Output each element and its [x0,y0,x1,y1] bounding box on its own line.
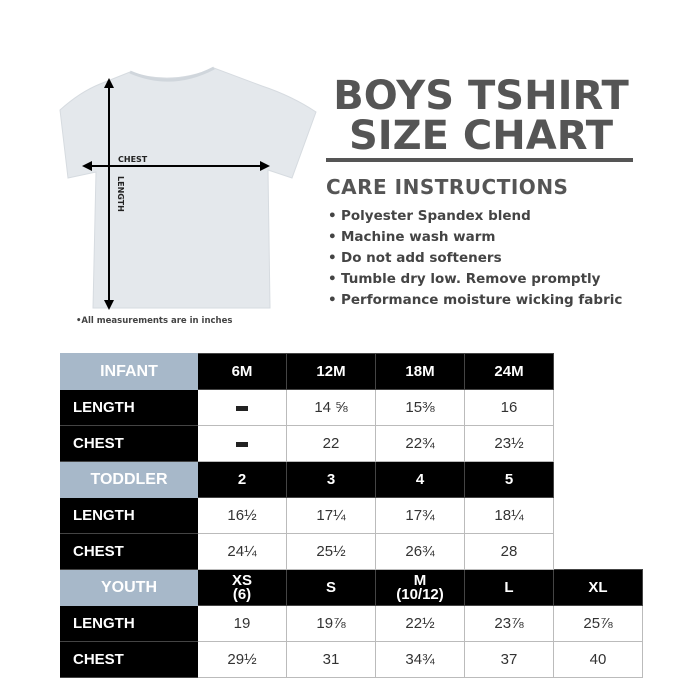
row-label: LENGTH [60,389,198,426]
care-item: • Polyester Spandex blend [328,206,622,227]
page-title: BOYS TSHIRT SIZE CHART [326,76,636,156]
measurement-cell [197,425,287,462]
measurement-cell: 28 [464,533,554,570]
row-label: CHEST [60,533,198,570]
row-label: CHEST [60,425,198,462]
table-row: LENGTH 14 ⅝ 15⅜ 16 [60,389,643,426]
size-header: S [286,569,376,606]
measurement-cell: 34¾ [375,641,465,678]
row-label: LENGTH [60,605,198,642]
row-label: LENGTH [60,497,198,534]
tshirt-image [59,67,317,309]
length-arrow [104,78,114,310]
not-available-dash [236,405,248,411]
row-label: CHEST [60,641,198,678]
measurement-cell: 22¾ [375,425,465,462]
tshirt-diagram: CHEST LENGTH [59,66,317,310]
empty-cell [553,497,643,534]
empty-cell [553,389,643,426]
group-label: INFANT [60,353,198,390]
measurement-cell: 25⅞ [553,605,643,642]
measurement-cell: 17¾ [375,497,465,534]
title-line-1: BOYS TSHIRT [333,73,629,119]
empty-cell [553,461,643,498]
measurement-cell: 19 [197,605,287,642]
measurement-cell: 19⅞ [286,605,376,642]
chest-arrow [82,161,270,171]
size-header: M (10/12) [375,569,465,606]
measurement-cell: 17¼ [286,497,376,534]
care-item: • Machine wash warm [328,227,622,248]
size-header: 12M [286,353,376,390]
group-header-row: TODDLER 2 3 4 5 [60,461,643,498]
size-header: 24M [464,353,554,390]
group-header-row: INFANT 6M 12M 18M 24M [60,353,643,390]
table-row: LENGTH 19 19⅞ 22½ 23⅞ 25⅞ [60,605,643,642]
not-available-dash [236,441,248,447]
table-row: CHEST 24¼ 25½ 26¾ 28 [60,533,643,570]
empty-cell [553,353,643,390]
care-instructions-list: • Polyester Spandex blend • Machine wash w… [328,206,622,311]
bullet-icon: • [328,208,337,224]
measurement-cell [197,389,287,426]
measurement-cell: 16 [464,389,554,426]
size-header: 2 [197,461,287,498]
measurement-cell: 23⅞ [464,605,554,642]
table-row: CHEST 29½ 31 34¾ 37 40 [60,641,643,678]
measurement-cell: 16½ [197,497,287,534]
measurement-cell: 14 ⅝ [286,389,376,426]
empty-cell [553,533,643,570]
size-header: 3 [286,461,376,498]
size-table: INFANT 6M 12M 18M 24M LENGTH 14 ⅝ 15⅜ 16 CHEST 22 2… [60,353,643,678]
care-item: • Performance moisture wicking fabric [328,290,622,311]
measurement-cell: 23½ [464,425,554,462]
measurement-cell: 24¼ [197,533,287,570]
size-header: L [464,569,554,606]
care-item: • Tumble dry low. Remove promptly [328,269,622,290]
size-header: XS (6) [197,569,287,606]
size-header: 18M [375,353,465,390]
group-header-row: YOUTH XS (6) S M (10/12) L XL [60,569,643,606]
bullet-icon: • [328,292,337,308]
measurement-cell: 40 [553,641,643,678]
size-header: 6M [197,353,287,390]
measurement-cell: 31 [286,641,376,678]
measurement-cell: 15⅜ [375,389,465,426]
measurement-cell: 26¾ [375,533,465,570]
measurement-cell: 25½ [286,533,376,570]
measurement-cell: 18¼ [464,497,554,534]
care-instructions-title: CARE INSTRUCTIONS [326,175,569,199]
title-divider [326,158,633,162]
chest-label: CHEST [118,155,148,164]
measurement-cell: 29½ [197,641,287,678]
table-row: CHEST 22 22¾ 23½ [60,425,643,462]
measurement-note: •All measurements are in inches [76,316,233,326]
bullet-icon: • [328,271,337,287]
size-header: 5 [464,461,554,498]
size-header: XL [553,569,643,606]
empty-cell [553,425,643,462]
group-label: YOUTH [60,569,198,606]
bullet-icon: • [328,229,337,245]
care-item: • Do not add softeners [328,248,622,269]
measurement-cell: 22½ [375,605,465,642]
group-label: TODDLER [60,461,198,498]
bullet-icon: • [328,250,337,266]
measurement-cell: 22 [286,425,376,462]
size-header: 4 [375,461,465,498]
table-row: LENGTH 16½ 17¼ 17¾ 18¼ [60,497,643,534]
title-line-2: SIZE CHART [348,113,614,159]
length-label: LENGTH [116,176,125,212]
measurement-cell: 37 [464,641,554,678]
